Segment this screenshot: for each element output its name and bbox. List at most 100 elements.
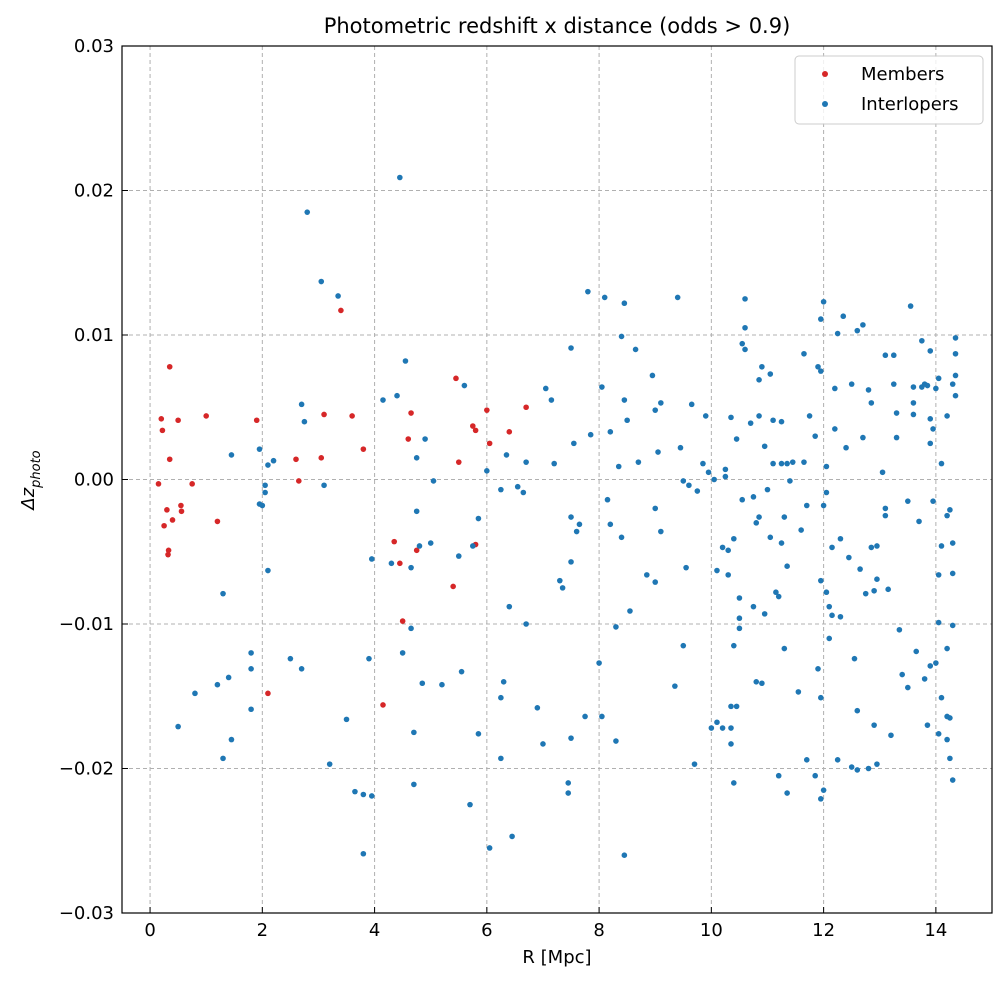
point-members	[380, 702, 386, 708]
point-interlopers	[871, 587, 877, 594]
point-interlopers	[621, 852, 628, 858]
point-interlopers	[658, 528, 664, 535]
point-interlopers	[857, 566, 863, 572]
point-interlopers	[728, 741, 734, 747]
point-interlopers	[192, 690, 198, 697]
point-interlopers	[228, 452, 235, 458]
point-interlopers	[832, 426, 838, 432]
point-interlopers	[728, 703, 734, 710]
point-interlopers	[812, 772, 818, 779]
point-members	[399, 618, 406, 624]
chart-title: Photometric redshift x distance (odds > …	[324, 14, 791, 38]
y-tick-label: −0.03	[59, 903, 114, 924]
point-interlopers	[604, 496, 611, 503]
point-interlopers	[764, 486, 771, 493]
point-members	[455, 459, 462, 465]
point-interlopers	[599, 384, 605, 390]
x-tick-label: 10	[700, 920, 723, 941]
point-interlopers	[736, 615, 743, 622]
point-interlopers	[761, 443, 768, 450]
y-tick-label: 0.01	[74, 325, 114, 346]
point-interlopers	[924, 722, 931, 728]
point-interlopers	[761, 611, 768, 617]
point-interlopers	[360, 850, 367, 857]
point-interlopers	[778, 540, 785, 546]
point-interlopers	[775, 772, 782, 779]
point-interlopers	[868, 544, 875, 551]
point-interlopers	[655, 449, 661, 455]
y-axis-label-group: Δzphoto	[18, 450, 44, 511]
point-interlopers	[848, 381, 855, 387]
point-interlopers	[742, 296, 748, 302]
point-interlopers	[343, 716, 350, 723]
point-interlopers	[823, 463, 830, 470]
point-interlopers	[542, 385, 549, 392]
point-members	[360, 446, 367, 452]
point-interlopers	[500, 679, 507, 685]
point-interlopers	[624, 417, 630, 424]
point-interlopers	[865, 765, 872, 772]
y-tick-label: 0.00	[74, 470, 114, 491]
legend-marker-interlopers	[822, 101, 828, 107]
point-interlopers	[767, 534, 774, 541]
y-axis-label-main: Δz	[18, 487, 39, 511]
point-interlopers	[413, 508, 420, 515]
point-interlopers	[890, 352, 897, 359]
point-interlopers	[871, 722, 877, 728]
point-interlopers	[826, 603, 833, 610]
point-interlopers	[644, 572, 650, 578]
point-interlopers	[947, 715, 953, 721]
point-interlopers	[352, 788, 358, 795]
point-interlopers	[582, 713, 588, 720]
point-interlopers	[677, 444, 684, 451]
point-interlopers	[846, 554, 852, 561]
point-interlopers	[888, 732, 894, 739]
point-interlopers	[907, 303, 914, 309]
point-interlopers	[935, 731, 942, 737]
point-interlopers	[259, 502, 266, 509]
point-members	[397, 560, 403, 567]
point-members	[450, 583, 456, 590]
point-members	[178, 508, 185, 515]
point-interlopers	[818, 368, 824, 374]
point-interlopers	[848, 764, 855, 770]
point-interlopers	[484, 468, 490, 474]
point-interlopers	[503, 452, 510, 458]
point-interlopers	[949, 540, 956, 546]
point-interlopers	[910, 411, 917, 418]
point-interlopers	[571, 440, 577, 447]
point-interlopers	[175, 723, 181, 730]
point-members	[318, 455, 325, 461]
point-interlopers	[874, 761, 880, 767]
point-interlopers	[427, 540, 434, 546]
point-interlopers	[214, 681, 221, 688]
point-interlopers	[733, 436, 740, 442]
y-tick-label: 0.03	[74, 36, 114, 57]
point-members	[408, 410, 414, 416]
point-interlopers	[262, 482, 268, 489]
point-interlopers	[801, 350, 807, 357]
point-interlopers	[627, 608, 633, 614]
point-interlopers	[834, 757, 841, 763]
point-interlopers	[916, 518, 922, 525]
point-interlopers	[568, 514, 574, 520]
point-interlopers	[601, 294, 608, 301]
point-interlopers	[739, 340, 746, 347]
point-interlopers	[470, 543, 476, 549]
x-tick-label: 2	[257, 920, 268, 941]
point-interlopers	[854, 327, 861, 334]
x-tick-label: 0	[144, 920, 155, 941]
point-members	[523, 404, 529, 411]
point-members	[405, 436, 412, 442]
point-interlopers	[834, 330, 841, 337]
point-interlopers	[801, 459, 807, 465]
point-interlopers	[568, 735, 574, 741]
legend-label-members: Members	[861, 64, 944, 85]
point-interlopers	[658, 400, 664, 406]
point-interlopers	[944, 512, 950, 519]
point-members	[506, 429, 513, 435]
point-interlopers	[753, 679, 760, 685]
point-interlopers	[879, 469, 886, 476]
point-interlopers	[680, 478, 687, 484]
point-interlopers	[862, 590, 869, 597]
